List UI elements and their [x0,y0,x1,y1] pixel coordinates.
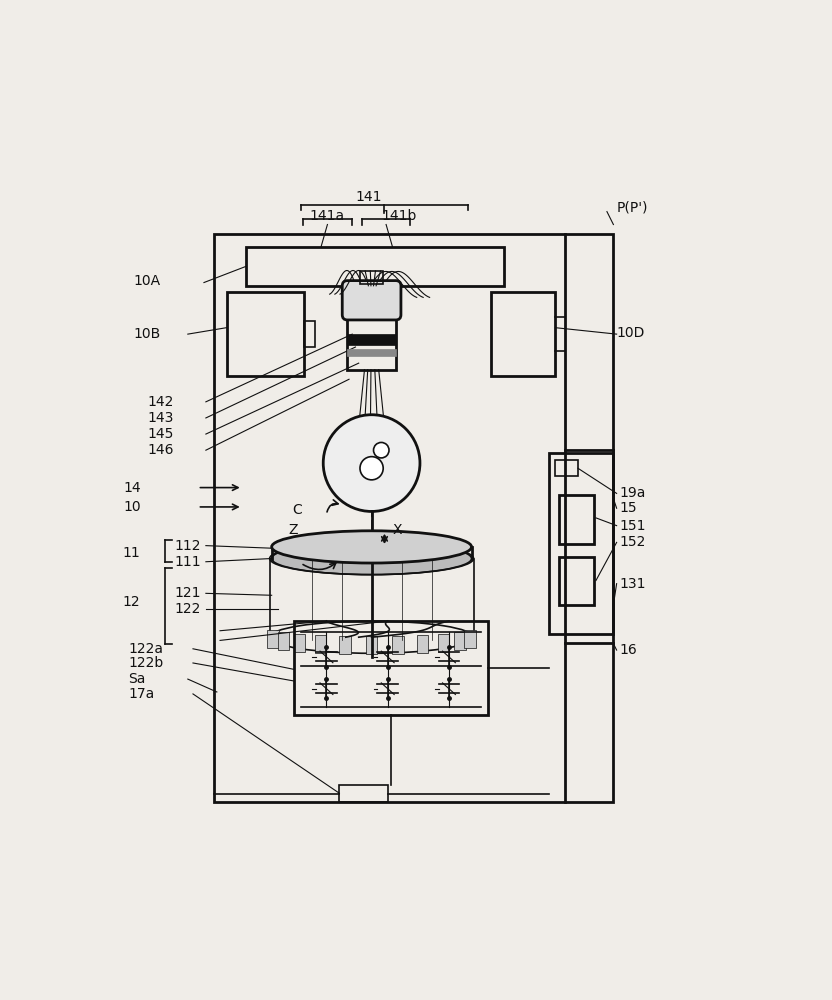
Bar [558,557,594,605]
Bar [348,349,396,356]
Text: Z: Z [288,523,298,537]
Bar [392,636,404,654]
Text: 122: 122 [175,602,201,616]
Text: 141: 141 [355,190,382,204]
Text: 16: 16 [620,643,637,657]
Bar [360,271,384,284]
Bar [348,315,396,370]
Text: 122b: 122b [128,656,164,670]
Text: 112: 112 [175,539,201,553]
Bar [314,635,326,653]
Text: 146: 146 [148,443,175,457]
Text: 143: 143 [148,411,174,425]
Text: 142: 142 [148,395,174,409]
Text: 151: 151 [620,519,646,533]
Bar [267,630,279,648]
Bar [454,632,466,650]
Bar [278,632,289,650]
Ellipse shape [272,542,472,575]
Bar [556,460,578,476]
Text: 19a: 19a [620,486,646,500]
Text: X: X [393,523,402,537]
Text: 145: 145 [148,427,174,441]
Text: 131: 131 [620,577,646,591]
Text: 11: 11 [122,546,140,560]
Text: 141b: 141b [381,209,417,223]
Bar [549,453,613,634]
Bar [226,292,304,376]
Bar [246,247,504,286]
Circle shape [374,442,389,458]
Text: 10D: 10D [617,326,645,340]
Text: 10B: 10B [133,327,161,341]
Text: 14: 14 [123,481,141,495]
Bar [295,621,488,715]
Bar [366,636,378,654]
Text: 15: 15 [620,501,637,515]
Bar [339,785,388,802]
Text: 111: 111 [175,555,201,569]
Circle shape [360,457,384,480]
Bar [294,634,305,652]
Text: 17a: 17a [128,687,155,701]
Text: 141a: 141a [309,209,344,223]
Text: 10: 10 [123,500,141,514]
Bar [339,636,351,654]
Text: 152: 152 [620,535,646,549]
Bar [417,635,428,653]
Text: P(P'): P(P') [617,200,648,214]
Circle shape [324,415,420,511]
Text: C: C [293,503,302,517]
Bar [558,495,594,544]
Bar [464,630,476,648]
Bar [438,634,449,652]
Text: 122a: 122a [128,642,164,656]
Ellipse shape [272,531,472,563]
Text: 12: 12 [122,595,140,609]
Bar [304,321,315,347]
FancyBboxPatch shape [342,281,401,320]
Text: 121: 121 [175,586,201,600]
Text: Sa: Sa [128,672,146,686]
Bar [491,292,556,376]
Bar [214,234,613,802]
Text: 10A: 10A [133,274,160,288]
Bar [348,334,396,345]
